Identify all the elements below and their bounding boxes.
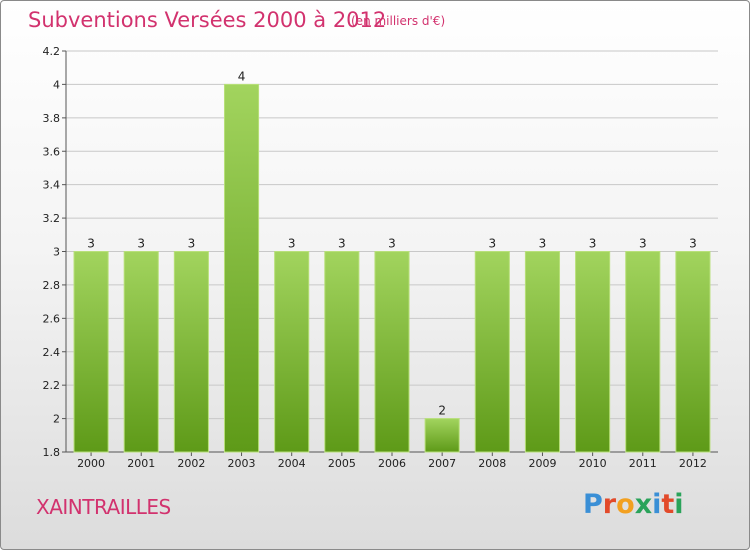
y-tick-label: 3 — [53, 246, 60, 259]
data-label-2008: 3 — [488, 237, 496, 251]
data-label-2007: 2 — [438, 404, 446, 418]
x-tick-label-2000: 2000 — [77, 457, 105, 470]
logo-letter: P — [583, 489, 603, 520]
data-label-2002: 3 — [188, 237, 196, 251]
logo-letter: i — [652, 489, 662, 520]
y-tick-label: 2.6 — [43, 312, 61, 325]
x-tick-label-2005: 2005 — [328, 457, 356, 470]
bar-2012 — [675, 251, 711, 453]
bar-2003 — [223, 83, 260, 453]
y-tick-label: 4.2 — [43, 45, 61, 58]
bar-2007 — [424, 418, 460, 453]
chart-title: Subventions Versées 2000 à 2012 — [28, 8, 387, 32]
bar-2011 — [625, 251, 661, 453]
bar-2006 — [374, 251, 410, 453]
x-tick-label-2004: 2004 — [278, 457, 306, 470]
data-label-2010: 3 — [589, 237, 597, 251]
x-tick-label-2008: 2008 — [478, 457, 506, 470]
x-tick-label-2009: 2009 — [528, 457, 556, 470]
label-layer: 3 3 3 4 3 3 3 2 3 3 3 3 3 — [87, 69, 696, 417]
proxiti-logo: Proxiti — [583, 489, 684, 520]
data-label-2005: 3 — [338, 237, 346, 251]
data-label-2006: 3 — [388, 237, 396, 251]
logo-letter: o — [616, 489, 635, 520]
bar-2009 — [524, 251, 561, 453]
data-label-2001: 3 — [137, 237, 145, 251]
logo-letter: x — [634, 489, 653, 520]
y-tick-label: 2 — [53, 413, 60, 426]
data-label-2011: 3 — [639, 237, 647, 251]
y-tick-label: 3.2 — [43, 212, 61, 225]
y-tick-label: 2.2 — [43, 379, 61, 392]
x-tick-label-2007: 2007 — [428, 457, 456, 470]
data-label-2009: 3 — [539, 237, 547, 251]
y-tick-label: 2.4 — [43, 346, 61, 359]
logo-letter: t — [661, 489, 675, 520]
logo-letter: i — [674, 489, 684, 520]
y-tick-label: 2.8 — [43, 279, 61, 292]
bar-2004 — [274, 251, 310, 453]
y-tick-label: 3.8 — [43, 112, 61, 125]
unit-note: (en milliers d'€) — [351, 14, 446, 28]
bar-2002 — [173, 251, 209, 453]
y-tick-label: 1.8 — [43, 446, 61, 459]
commune-name: XAINTRAILLES — [36, 495, 171, 519]
x-tick-label-2012: 2012 — [679, 457, 707, 470]
x-tick-label-2011: 2011 — [629, 457, 657, 470]
bar-layer — [73, 83, 711, 453]
bar-2005 — [324, 251, 360, 453]
bar-2001 — [123, 251, 159, 453]
y-tick-label: 3.6 — [43, 145, 61, 158]
data-label-2003: 4 — [238, 69, 246, 83]
data-label-2000: 3 — [87, 237, 95, 251]
data-label-2012: 3 — [689, 237, 697, 251]
x-tick-label-2010: 2010 — [579, 457, 607, 470]
logo-letter: r — [602, 489, 617, 520]
y-tick-label: 3.4 — [43, 179, 61, 192]
bar-2000 — [73, 251, 109, 453]
bar-2010 — [575, 251, 611, 453]
x-tick-label-2001: 2001 — [127, 457, 155, 470]
x-tick-label-2003: 2003 — [228, 457, 256, 470]
data-label-2004: 3 — [288, 237, 296, 251]
bar-2008 — [474, 251, 510, 453]
y-tick-label: 4 — [53, 78, 60, 91]
x-tick-label-2002: 2002 — [177, 457, 205, 470]
x-tick-label-2006: 2006 — [378, 457, 406, 470]
